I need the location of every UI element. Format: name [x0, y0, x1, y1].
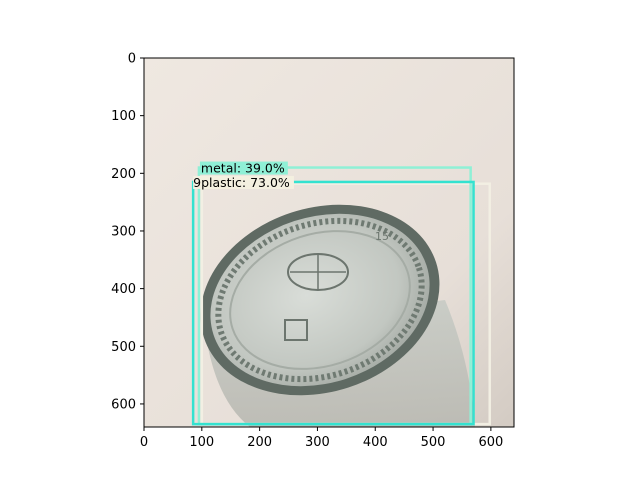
detection-label-bg — [193, 175, 294, 189]
y-tick-label: 600 — [111, 397, 136, 412]
x-tick-label: 100 — [189, 435, 214, 450]
y-tick-label: 100 — [111, 109, 136, 124]
detection-box-plastic — [191, 180, 475, 426]
x-axis: 0 100 200 300 400 500 600 — [140, 427, 503, 450]
axes-frame — [143, 57, 515, 428]
x-tick-label: 500 — [421, 435, 446, 450]
detection-label-bg — [199, 161, 288, 175]
x-tick-label: 0 — [140, 435, 148, 450]
y-tick-label: 400 — [111, 282, 136, 297]
detection-label-text: metal: 39.0% — [201, 161, 285, 176]
y-tick-label: 500 — [111, 340, 136, 355]
y-tick-label: 0 — [128, 52, 136, 67]
y-tick-label: 300 — [111, 224, 136, 239]
detection-label-text: 9plastic: 73.0% — [193, 175, 290, 190]
x-tick-label: 400 — [363, 435, 388, 450]
detection-boxes: metal: 39.0%9plastic: 73.0% — [191, 161, 491, 426]
y-tick-label: 200 — [111, 167, 136, 182]
y-axis: 0 100 200 300 400 500 600 — [111, 52, 144, 412]
photo: 15 — [144, 58, 514, 427]
x-tick-label: 300 — [305, 435, 330, 450]
x-tick-label: 600 — [478, 435, 503, 450]
glass-jar-icon: 15 — [200, 204, 475, 427]
x-tick-label: 200 — [247, 435, 272, 450]
detection-label-plastic: 9plastic: 73.0% — [193, 175, 294, 190]
detection-label-metal: metal: 39.0% — [199, 161, 288, 176]
svg-text:15: 15 — [375, 230, 389, 243]
